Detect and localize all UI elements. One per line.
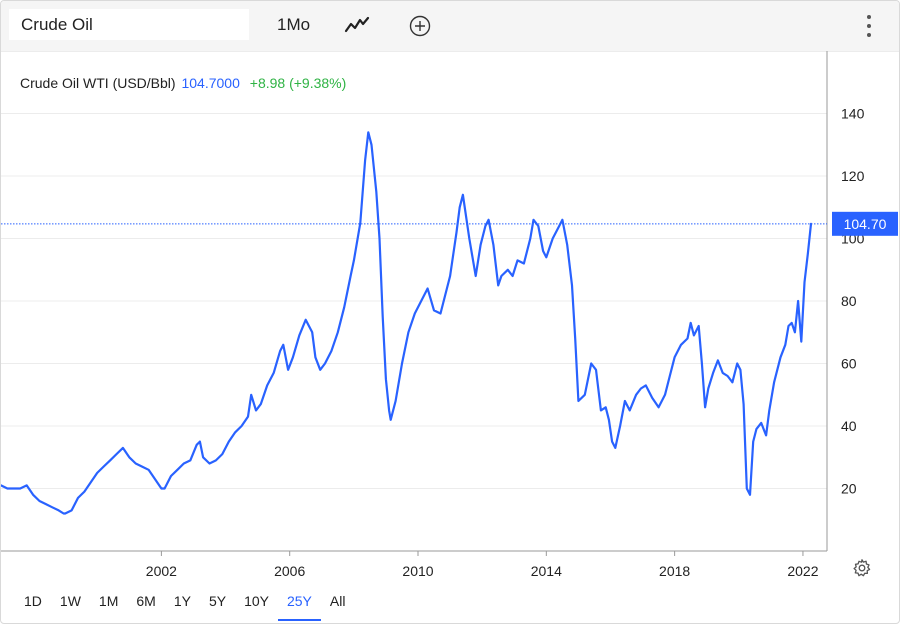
last-price-label-box (832, 211, 898, 236)
range-button[interactable]: All (329, 593, 346, 609)
range-button[interactable]: 1D (24, 593, 42, 609)
toolbar: Crude Oil 1Mo (1, 1, 899, 52)
series-name: Crude Oil WTI (USD/Bbl) (20, 75, 176, 91)
x-tick-label: 2022 (787, 563, 818, 579)
range-button[interactable]: 1M (98, 593, 119, 609)
symbol-search-input[interactable]: Crude Oil (9, 9, 249, 40)
series-price: 104.7000 (181, 75, 240, 91)
plus-circle-icon[interactable] (409, 15, 431, 37)
interval-selector[interactable]: 1Mo (277, 15, 311, 34)
gear-icon[interactable] (852, 558, 872, 578)
range-button[interactable]: 25Y (277, 589, 321, 621)
range-button[interactable]: 1Y (173, 593, 191, 609)
range-button[interactable]: 5Y (208, 593, 227, 609)
y-tick-label: 80 (841, 293, 857, 309)
range-selector: 1D 1W 1M 6M 1Y 5Y 10Y 25Y All (15, 589, 354, 623)
range-button[interactable]: 10Y (244, 593, 269, 609)
range-button[interactable]: 1W (59, 593, 81, 609)
y-tick-label: 60 (841, 356, 857, 372)
line-chart-icon[interactable] (344, 15, 370, 35)
series-legend: Crude Oil WTI (USD/Bbl) 104.7000 +8.98 (… (20, 75, 346, 91)
x-tick-label: 2018 (659, 563, 690, 579)
x-tick-label: 2010 (402, 563, 433, 579)
x-tick-label: 2014 (531, 563, 562, 579)
x-tick-label: 2006 (274, 563, 305, 579)
price-series-line (1, 131, 813, 515)
range-button[interactable]: 6M (136, 593, 156, 609)
series-change: +8.98 (+9.38%) (249, 75, 347, 91)
last-price-label: 104.70 (844, 216, 887, 232)
y-tick-label: 120 (841, 168, 865, 184)
vertical-dots-icon[interactable] (863, 13, 875, 39)
y-tick-label: 40 (841, 418, 857, 434)
x-tick-label: 2002 (146, 563, 177, 579)
y-tick-label: 20 (841, 481, 857, 497)
y-tick-label: 140 (841, 106, 865, 122)
